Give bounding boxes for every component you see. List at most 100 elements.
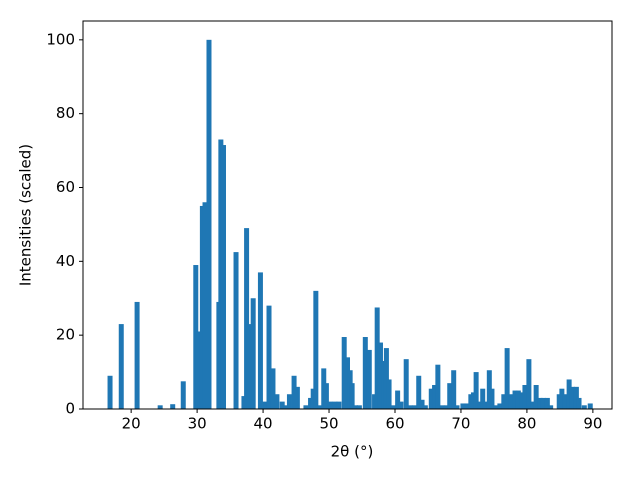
- bar: [422, 405, 428, 409]
- bar: [374, 307, 380, 409]
- bar: [362, 337, 368, 409]
- bar: [559, 388, 565, 409]
- bar: [366, 349, 372, 409]
- bar: [428, 388, 434, 409]
- bar: [497, 403, 503, 409]
- bar: [193, 265, 199, 409]
- bar: [587, 403, 593, 409]
- bar: [493, 405, 499, 409]
- bar: [294, 386, 300, 409]
- bar: [317, 405, 323, 409]
- bar: [386, 379, 392, 409]
- bar: [352, 405, 358, 409]
- bar: [451, 370, 457, 409]
- bar: [327, 401, 333, 409]
- bar: [407, 405, 413, 409]
- bar: [283, 405, 289, 409]
- bar: [199, 205, 205, 409]
- bar: [473, 372, 479, 409]
- bar: [398, 401, 404, 409]
- y-tick-label: 60: [56, 178, 75, 196]
- bar: [118, 324, 124, 409]
- y-tick-label: 40: [56, 252, 75, 270]
- x-tick-label: 70: [451, 415, 470, 433]
- bar: [377, 342, 383, 409]
- bar: [262, 401, 268, 409]
- bar: [412, 405, 418, 409]
- bar: [250, 298, 256, 409]
- bar: [512, 390, 518, 409]
- bar: [270, 368, 276, 409]
- bar: [477, 401, 483, 409]
- bar: [569, 386, 575, 409]
- bar: [244, 228, 250, 409]
- bar: [526, 359, 532, 409]
- bar: [266, 305, 272, 409]
- x-tick-label: 40: [254, 415, 273, 433]
- bar: [454, 405, 460, 409]
- bar: [482, 401, 488, 409]
- bar: [233, 252, 239, 409]
- plot-frame: [82, 20, 613, 410]
- bar: [443, 405, 449, 409]
- bar: [515, 390, 521, 409]
- bar: [480, 388, 486, 409]
- bar: [573, 386, 579, 409]
- x-tick-label: 60: [385, 415, 404, 433]
- bar: [336, 401, 342, 409]
- y-tick-label: 0: [65, 400, 75, 418]
- bar: [439, 405, 445, 409]
- bar: [180, 381, 186, 409]
- bar: [313, 290, 319, 409]
- bar: [308, 397, 314, 409]
- bar: [341, 337, 347, 409]
- bar: [332, 401, 338, 409]
- bar: [447, 383, 453, 409]
- bar: [274, 394, 280, 409]
- bar: [416, 375, 422, 409]
- bar: [504, 348, 510, 409]
- bar: [372, 394, 378, 409]
- bar: [291, 375, 297, 409]
- bar: [556, 394, 562, 409]
- bar: [464, 403, 470, 409]
- bar: [220, 145, 226, 409]
- y-tick-label: 20: [56, 326, 75, 344]
- bar: [470, 392, 476, 409]
- bar: [540, 397, 546, 409]
- bar: [279, 401, 285, 409]
- bar: [576, 397, 582, 409]
- y-axis-label: Intensities (scaled): [17, 144, 35, 286]
- bar: [403, 359, 409, 409]
- bar: [390, 405, 396, 409]
- bar: [246, 324, 252, 409]
- bar: [537, 397, 543, 409]
- x-tick-label: 80: [517, 415, 536, 433]
- bar: [170, 404, 176, 409]
- bar: [206, 39, 212, 409]
- bar: [286, 394, 292, 409]
- bar: [486, 370, 492, 409]
- x-tick-label: 90: [583, 415, 602, 433]
- bar: [548, 405, 554, 409]
- x-axis-label: 2θ (°): [331, 443, 374, 461]
- bar: [530, 401, 536, 409]
- bar: [195, 331, 201, 409]
- bar: [566, 379, 572, 409]
- bar: [432, 385, 438, 409]
- bar: [522, 385, 528, 409]
- bar: [303, 405, 309, 409]
- bar: [468, 394, 474, 409]
- bar: [581, 405, 587, 409]
- bar: [460, 403, 466, 409]
- bar: [383, 348, 389, 409]
- bar: [562, 394, 568, 409]
- bar: [202, 202, 208, 409]
- x-tick-label: 30: [188, 415, 207, 433]
- bar: [349, 383, 355, 409]
- bar: [310, 388, 316, 409]
- bar: [134, 301, 140, 409]
- bar: [533, 385, 539, 409]
- y-tick-label: 80: [56, 104, 75, 122]
